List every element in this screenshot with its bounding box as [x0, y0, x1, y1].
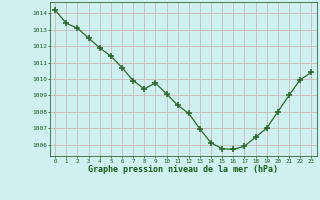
- X-axis label: Graphe pression niveau de la mer (hPa): Graphe pression niveau de la mer (hPa): [88, 165, 278, 174]
